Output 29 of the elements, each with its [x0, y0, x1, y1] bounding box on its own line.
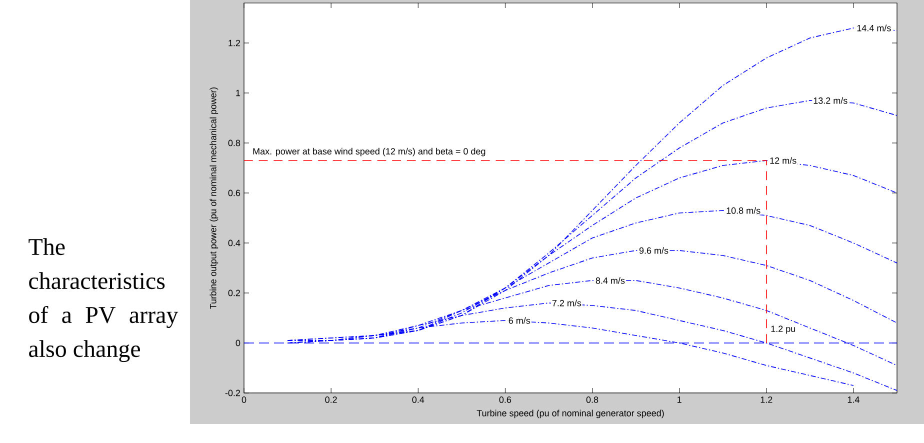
annotation: Max. power at base wind speed (12 m/s) and beta = 0 deg — [253, 148, 486, 156]
y-tick-label: 0 — [236, 340, 240, 346]
series-label: 10.8 m/s — [726, 207, 760, 214]
x-tick-label: 0 — [242, 396, 246, 403]
y-tick-label: 1 — [236, 90, 240, 96]
y-tick-label: 0.2 — [228, 290, 240, 296]
x-axis-title: Turbine speed (pu of nominal generator speed) — [476, 410, 664, 418]
series-label: 8.4 m/s — [596, 277, 625, 284]
y-tick-label: 0.8 — [228, 140, 240, 146]
y-tick-label: 0.4 — [228, 240, 240, 246]
x-tick-label: 1.2 — [760, 396, 772, 403]
annotation: 1.2 pu — [771, 326, 796, 334]
text: The characteristics of a PV array also change — [28, 238, 178, 362]
y-tick-label: 0.6 — [228, 190, 240, 196]
series-label: 6 m/s — [508, 317, 530, 324]
x-tick-label: 0.6 — [499, 396, 512, 403]
series-label: 14.4 m/s — [857, 24, 891, 32]
series-label: 13.2 m/s — [814, 97, 848, 104]
x-tick-label: 1 — [678, 396, 682, 403]
series-label: 12 m/s — [770, 157, 796, 164]
x-tick-label: 0.4 — [412, 396, 424, 403]
y-tick-label: 1.2 — [228, 40, 240, 46]
x-tick-label: 0.8 — [586, 396, 598, 403]
series-label: 9.6 m/s — [639, 247, 668, 254]
y-axis-title: Turbine output power (pu of nominal mechanical power) — [210, 87, 218, 309]
x-tick-label: 1.4 — [848, 396, 860, 403]
y-tick-label: -0.2 — [225, 390, 240, 396]
series-label: 7.2 m/s — [552, 300, 582, 306]
x-tick-label: 0.2 — [325, 396, 337, 403]
